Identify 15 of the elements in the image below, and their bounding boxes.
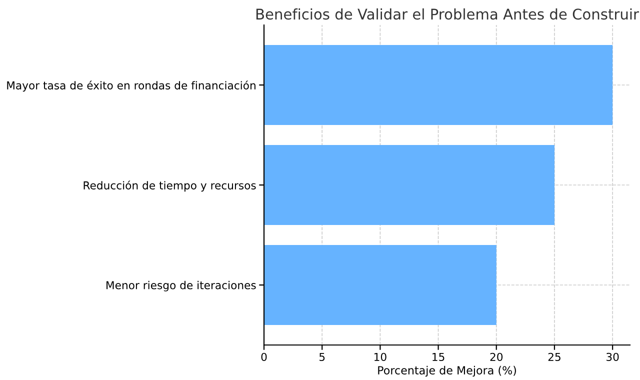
bar bbox=[264, 145, 554, 225]
x-tick-label: 20 bbox=[490, 352, 503, 362]
y-tick-label: Menor riesgo de iteraciones bbox=[106, 280, 256, 292]
x-tick-label: 15 bbox=[432, 352, 444, 362]
x-axis-title: Porcentaje de Mejora (%) bbox=[378, 366, 516, 377]
bar bbox=[264, 245, 496, 325]
y-tick-label: Mayor tasa de éxito en rondas de financiación bbox=[7, 80, 256, 92]
chart-title: Beneficios de Validar el Problema Antes de Construir bbox=[256, 8, 639, 20]
x-tick-label: 10 bbox=[374, 352, 386, 362]
x-tick-label: 30 bbox=[606, 352, 619, 362]
x-tick-label: 0 bbox=[261, 352, 267, 362]
x-tick-label: 25 bbox=[548, 352, 560, 362]
bar bbox=[264, 45, 613, 125]
x-tick-label: 5 bbox=[319, 352, 325, 362]
y-tick-label: Reducción de tiempo y recursos bbox=[84, 180, 256, 192]
